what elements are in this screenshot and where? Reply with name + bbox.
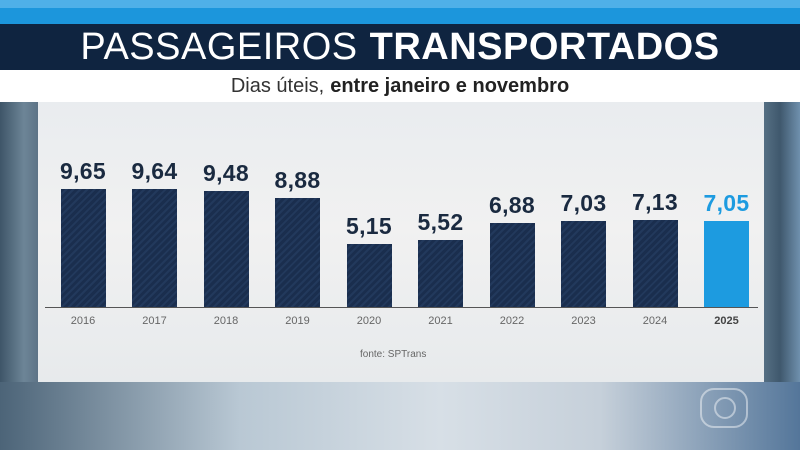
title-bar: PASSAGEIROS TRANSPORTADOS	[0, 24, 800, 70]
bar-value-label: 9,64	[131, 158, 178, 184]
x-tick-label: 2025	[714, 315, 739, 327]
bar-group: 9,64	[126, 158, 184, 307]
bar	[132, 189, 177, 307]
title-bold: TRANSPORTADOS	[369, 26, 720, 68]
x-tick-label: 2024	[642, 315, 668, 327]
bar	[489, 223, 535, 307]
accent-stripe	[0, 8, 800, 24]
bar	[346, 244, 392, 307]
x-axis-line	[45, 307, 758, 308]
x-tick-label: 2016	[70, 315, 96, 327]
x-tick-label: 2017	[142, 315, 167, 327]
bar-value-label: 5,52	[417, 209, 464, 235]
bar	[561, 221, 606, 307]
broadcaster-logo-icon	[700, 388, 748, 428]
bar	[275, 198, 320, 307]
subtitle-light: Dias úteis,	[230, 74, 325, 97]
bar-value-label: 9,65	[60, 158, 106, 184]
bar-value-label: 8,88	[274, 167, 321, 193]
chart-panel: fonte: SPTrans 9,65 2016 9,64 2017 9,48 2018 8…	[38, 102, 764, 382]
bar-group: 7,13	[626, 189, 684, 307]
bar	[60, 189, 106, 307]
subtitle-bold: entre janeiro e novembro	[330, 74, 570, 97]
bar-group: 9,48	[197, 160, 255, 307]
x-tick-label: 2019	[285, 315, 310, 327]
subtitle-bar: Dias úteis, entre janeiro e novembro	[0, 70, 800, 102]
x-tick-label: 2020	[356, 315, 382, 327]
bar-group: 5,52	[412, 209, 470, 307]
x-tick-label: 2018	[213, 315, 239, 327]
top-stripe	[0, 0, 800, 8]
bar-value-label: 7,03	[560, 190, 607, 216]
bar-group: 8,88	[269, 167, 327, 307]
bar-value-label: 6,88	[489, 192, 535, 218]
bar-value-label: 5,15	[346, 213, 392, 239]
source-note: fonte: SPTrans	[360, 349, 427, 360]
bar-value-label: 7,05	[703, 190, 750, 216]
bar-value-label: 9,48	[203, 160, 249, 186]
bar	[203, 191, 249, 307]
bar	[418, 240, 463, 307]
bar	[704, 221, 749, 307]
bar-value-label: 7,13	[632, 189, 678, 215]
bar-group: 9,65	[54, 158, 112, 307]
x-tick-label: 2022	[499, 315, 525, 327]
background-bottom	[0, 382, 800, 450]
bar-group: 7,03	[555, 190, 613, 307]
bar-group: 5,15	[340, 213, 398, 307]
bar-group: 7,05	[698, 190, 756, 307]
bar-group: 6,88	[483, 192, 541, 307]
title-light: PASSAGEIROS	[80, 26, 358, 68]
x-tick-label: 2023	[571, 315, 596, 327]
x-tick-label: 2021	[428, 315, 453, 327]
bar	[632, 220, 678, 307]
